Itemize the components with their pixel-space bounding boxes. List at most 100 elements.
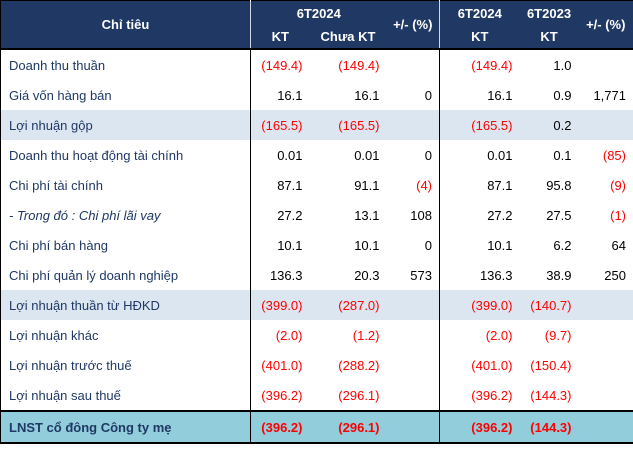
table-cell: 27.2: [439, 200, 520, 230]
table-cell: (85): [602, 147, 626, 163]
table-row: Doanh thu hoạt động tài chính 0.01 0.01 …: [1, 140, 633, 170]
table-cell: [579, 320, 633, 350]
row-label: LNST cổ đông Công ty mẹ: [0, 410, 251, 444]
table-cell: 91.1: [354, 177, 380, 193]
header-group1-change: +/- (%): [386, 0, 440, 49]
table-cell: (396.2): [250, 410, 310, 444]
table-cell: 16.1: [354, 87, 380, 103]
table-cell: [386, 290, 440, 320]
table-cell: 13.1: [354, 207, 380, 223]
table-cell: 87.1: [250, 170, 310, 200]
table-cell: (150.4): [530, 357, 572, 373]
row-label: Lợi nhuận sau thuế: [9, 387, 121, 403]
table-cell: 0: [424, 87, 432, 103]
header-group2-col1-kt: KT: [439, 25, 520, 49]
table-cell: (396.2): [250, 380, 310, 411]
header-group2-col2-period: 6T2023: [519, 0, 579, 25]
table-cell: 64: [611, 237, 626, 253]
table-cell: 27.2: [250, 200, 310, 230]
table-cell: (401.0): [439, 350, 520, 380]
table-row: Chi phí quản lý doanh nghiệp 136.3 20.3 …: [1, 260, 633, 290]
table-cell: 108: [410, 207, 432, 223]
table-cell: 1.0: [553, 57, 572, 73]
table-cell: 136.3: [250, 260, 310, 290]
table-row: Lợi nhuận khác (2.0) (1.2) (2.0) (9.7): [1, 320, 633, 350]
table-cell: 0.01: [250, 140, 310, 170]
table-cell: 16.1: [250, 80, 310, 110]
table-cell: 6.2: [553, 237, 572, 253]
table-row-total: LNST cổ đông Công ty mẹ (396.2) (296.1) …: [0, 410, 633, 444]
row-label: Doanh thu thuần: [9, 57, 106, 73]
table-cell: (165.5): [250, 110, 310, 140]
table-cell: 1,771: [593, 87, 626, 103]
row-label: Lợi nhuận thuần từ HĐKD: [0, 290, 251, 320]
table-cell: (287.0): [309, 290, 387, 320]
table-cell: (396.2): [439, 410, 520, 444]
table-cell: (2.0): [250, 320, 310, 350]
table-cell: 87.1: [439, 170, 520, 200]
header-group2-change: +/- (%): [578, 0, 633, 49]
table-cell: 0.9: [553, 87, 572, 103]
table-cell: [386, 410, 440, 444]
table-cell: [579, 49, 633, 80]
table-cell: [578, 410, 633, 444]
row-label: Chi phí bán hàng: [9, 237, 109, 253]
table-cell: 27.5: [546, 207, 572, 223]
table-cell: (1): [610, 207, 626, 223]
table-row: Doanh thu thuần (149.4) (149.4) (149.4) …: [1, 49, 633, 80]
header-group2-col1-period: 6T2024: [439, 0, 520, 25]
table-cell: (4): [416, 177, 432, 193]
table-cell: [578, 110, 633, 140]
table-cell: [387, 380, 440, 411]
table-cell: 10.1: [439, 230, 520, 260]
table-cell: 0: [424, 237, 432, 253]
table-cell: (149.4): [338, 57, 380, 73]
header-group1-sub-kt: KT: [250, 25, 310, 49]
table-cell: 10.1: [354, 237, 380, 253]
table-cell: [579, 380, 633, 411]
table-cell: 0: [424, 147, 432, 163]
table-cell: 136.3: [439, 260, 520, 290]
row-label: Lợi nhuận khác: [9, 327, 99, 343]
row-label: - Trong đó : Chi phí lãi vay: [9, 207, 161, 223]
table-cell: 0.01: [439, 140, 520, 170]
table-cell: 20.3: [354, 267, 380, 283]
header-group1-sub-chuakt: Chưa KT: [309, 25, 387, 49]
row-label: Chi phí tài chính: [9, 177, 103, 193]
table-cell: (2.0): [439, 320, 520, 350]
table-row: Lợi nhuận trước thuế (401.0) (288.2) (40…: [1, 350, 633, 380]
table-cell: (399.0): [250, 290, 310, 320]
table-row-subitem: - Trong đó : Chi phí lãi vay 27.2 13.1 1…: [1, 200, 633, 230]
table-cell: 0.1: [553, 147, 572, 163]
table-cell: (140.7): [519, 290, 579, 320]
table-cell: (144.3): [530, 387, 572, 403]
table-cell: 10.1: [250, 230, 310, 260]
table-row: Chi phí bán hàng 10.1 10.1 0 10.1 6.2 64: [1, 230, 633, 260]
table-cell: (399.0): [439, 290, 520, 320]
table-header: Chỉ tiêu 6T2024 +/- (%) 6T2024 6T2023 +/…: [0, 0, 633, 49]
table-row: Lợi nhuận sau thuế (396.2) (296.1) (396.…: [1, 380, 633, 411]
table-cell: 0.01: [354, 147, 380, 163]
table-cell: 16.1: [439, 80, 520, 110]
table-cell: (296.1): [309, 410, 387, 444]
table-cell: (9): [610, 177, 626, 193]
table-cell: [387, 49, 440, 80]
header-criteria: Chỉ tiêu: [0, 0, 251, 49]
table-cell: (9.7): [544, 327, 572, 343]
row-label: Lợi nhuận trước thuế: [9, 357, 132, 373]
table-cell: [386, 110, 440, 140]
row-label: Giá vốn hàng bán: [9, 87, 112, 103]
header-group1-title: 6T2024: [250, 0, 387, 25]
table-cell: (149.4): [439, 49, 520, 80]
table-cell: [387, 320, 440, 350]
table-row: Giá vốn hàng bán 16.1 16.1 0 16.1 0.9 1,…: [1, 80, 633, 110]
table-cell: (165.5): [309, 110, 387, 140]
table-cell: 0.2: [519, 110, 579, 140]
header-group2-col2-kt: KT: [519, 25, 579, 49]
table-cell: 38.9: [546, 267, 572, 283]
table-row-highlight: Lợi nhuận thuần từ HĐKD (399.0) (287.0) …: [0, 290, 633, 320]
table-row-highlight: Lợi nhuận gộp (165.5) (165.5) (165.5) 0.…: [0, 110, 633, 140]
table-row: Chi phí tài chính 87.1 91.1 (4) 87.1 95.…: [1, 170, 633, 200]
table-cell: 95.8: [546, 177, 572, 193]
